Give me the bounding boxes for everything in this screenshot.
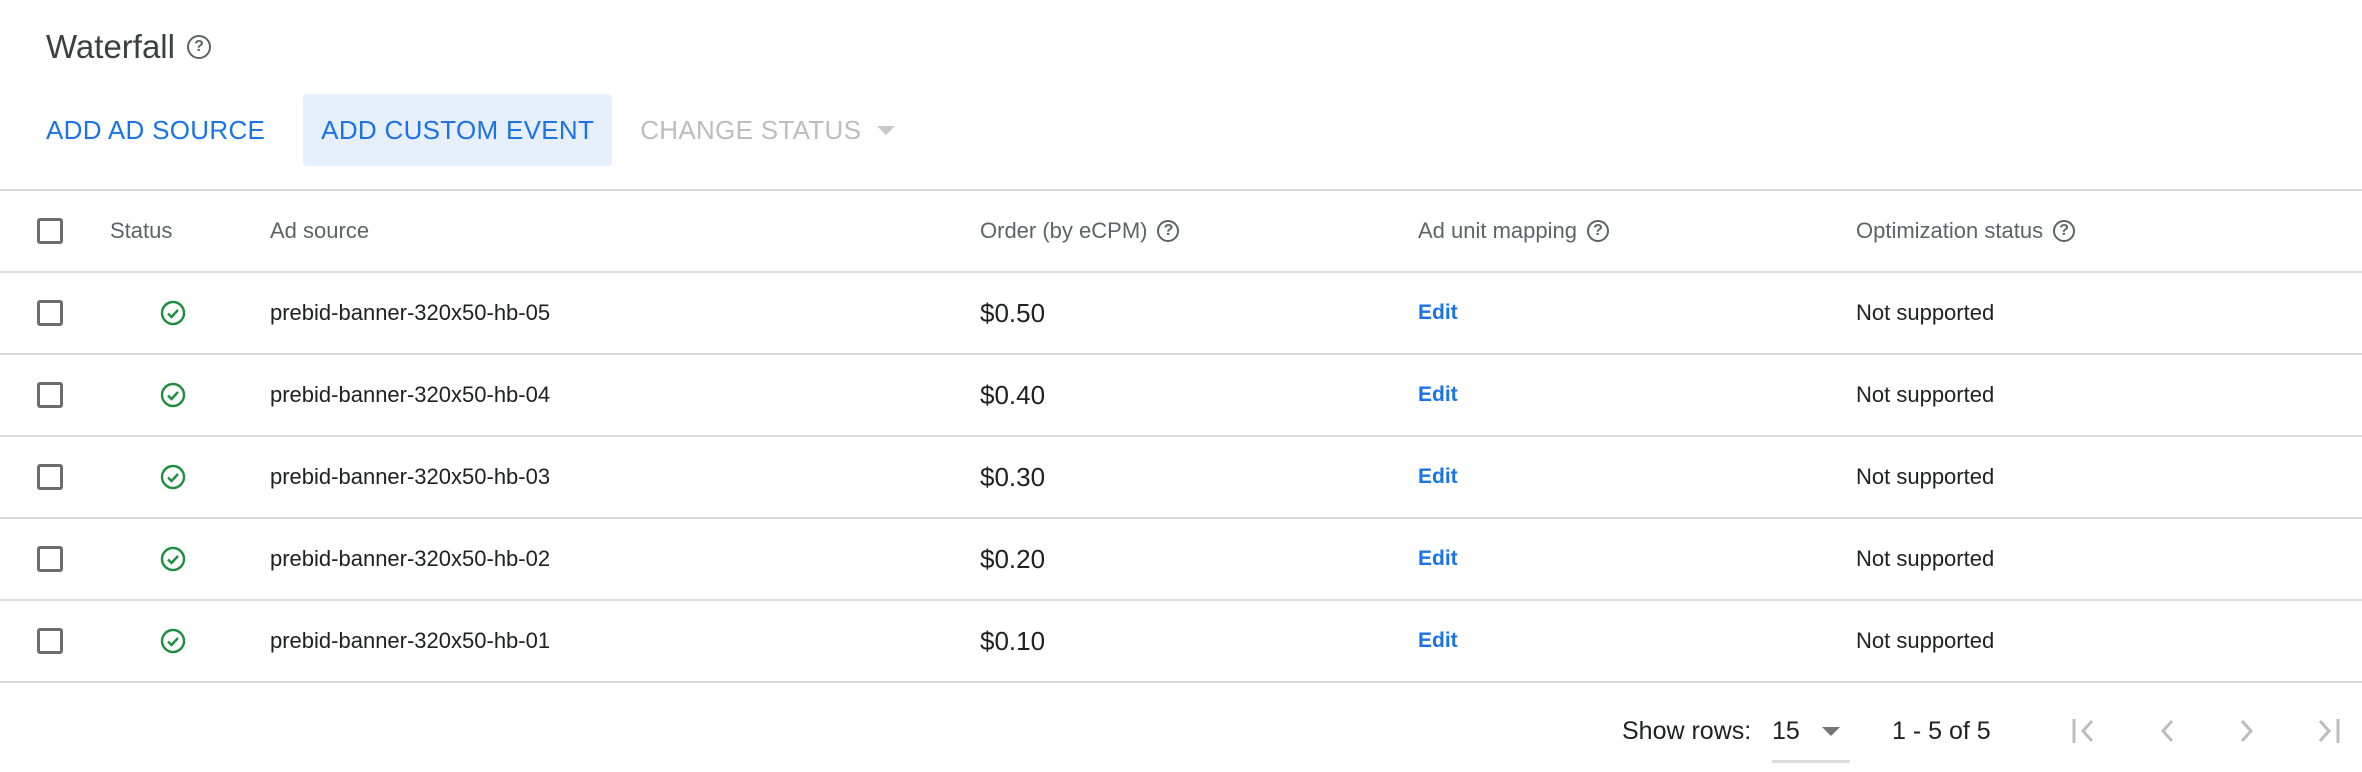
select-all-checkbox[interactable] <box>37 191 63 271</box>
divider <box>0 353 2362 355</box>
optimization-status: Not supported <box>1856 464 1995 489</box>
ad-source-name: prebid-banner-320x50-hb-05 <box>270 300 551 325</box>
page-range: 1 - 5 of 5 <box>1892 716 1991 745</box>
header-mapping-label: Ad unit mapping <box>1418 218 1577 243</box>
header-status[interactable]: Status <box>110 218 173 243</box>
change-status-button[interactable]: CHANGE STATUS <box>622 94 913 166</box>
ad-source-name: prebid-banner-320x50-hb-04 <box>270 382 551 407</box>
status-enabled-icon <box>160 273 186 353</box>
table-row: prebid-banner-320x50-hb-02 $0.20 Edit No… <box>0 519 2362 599</box>
add-ad-source-button[interactable]: ADD AD SOURCE <box>46 114 266 145</box>
help-icon[interactable]: ? <box>1157 220 1180 242</box>
status-enabled-icon <box>160 355 186 435</box>
pagination: Show rows: 15 1 - 5 of 5 <box>0 700 2362 762</box>
row-checkbox[interactable] <box>37 273 63 353</box>
ecpm-value: $0.40 <box>980 379 1046 410</box>
page-title: Waterfall ? <box>46 28 211 66</box>
row-checkbox[interactable] <box>37 519 63 599</box>
table-row: prebid-banner-320x50-hb-03 $0.30 Edit No… <box>0 437 2362 517</box>
chevron-down-icon <box>1821 726 1840 736</box>
page-title-text: Waterfall <box>46 28 175 65</box>
first-page-icon[interactable] <box>2070 716 2100 746</box>
table-row: prebid-banner-320x50-hb-04 $0.40 Edit No… <box>0 355 2362 435</box>
divider <box>0 599 2362 601</box>
edit-mapping-link[interactable]: Edit <box>1418 547 1458 570</box>
ecpm-value: $0.10 <box>980 625 1046 656</box>
table-header: Status Ad source Order (by eCPM)? Ad uni… <box>0 191 2362 271</box>
change-status-label: CHANGE STATUS <box>640 114 862 145</box>
optimization-status: Not supported <box>1856 300 1995 325</box>
row-checkbox[interactable] <box>37 355 63 435</box>
optimization-status: Not supported <box>1856 546 1995 571</box>
status-enabled-icon <box>160 601 186 681</box>
help-icon[interactable]: ? <box>2053 220 2076 242</box>
next-page-icon[interactable] <box>2232 716 2262 746</box>
status-enabled-icon <box>160 519 186 599</box>
previous-page-icon[interactable] <box>2152 716 2182 746</box>
last-page-icon[interactable] <box>2312 716 2342 746</box>
header-order-label: Order (by eCPM) <box>980 218 1148 243</box>
divider <box>0 189 2362 191</box>
row-checkbox[interactable] <box>37 601 63 681</box>
header-mapping[interactable]: Ad unit mapping? <box>1418 191 1609 271</box>
ecpm-value: $0.30 <box>980 461 1046 492</box>
toolbar: ADD AD SOURCE ADD CUSTOM EVENT CHANGE ST… <box>28 94 913 166</box>
table-row: prebid-banner-320x50-hb-01 $0.10 Edit No… <box>0 601 2362 681</box>
help-icon[interactable]: ? <box>186 35 211 59</box>
divider <box>0 681 2362 683</box>
edit-mapping-link[interactable]: Edit <box>1418 383 1458 406</box>
rows-per-page-value: 15 <box>1772 716 1800 745</box>
help-icon[interactable]: ? <box>1587 220 1609 242</box>
ad-source-name: prebid-banner-320x50-hb-01 <box>270 628 551 653</box>
add-custom-event-button[interactable]: ADD CUSTOM EVENT <box>303 94 613 166</box>
header-optimization[interactable]: Optimization status? <box>1856 191 2076 271</box>
status-enabled-icon <box>160 437 186 517</box>
optimization-status: Not supported <box>1856 382 1995 407</box>
header-order[interactable]: Order (by eCPM)? <box>980 191 1180 271</box>
row-checkbox[interactable] <box>37 437 63 517</box>
divider <box>0 435 2362 437</box>
ecpm-value: $0.20 <box>980 543 1046 574</box>
table-row: prebid-banner-320x50-hb-05 $0.50 Edit No… <box>0 273 2362 353</box>
ad-source-name: prebid-banner-320x50-hb-03 <box>270 464 551 489</box>
show-rows-label: Show rows: <box>1622 716 1752 745</box>
header-ad-source[interactable]: Ad source <box>270 218 370 243</box>
header-optimization-label: Optimization status <box>1856 218 2044 243</box>
optimization-status: Not supported <box>1856 628 1995 653</box>
divider <box>0 517 2362 519</box>
edit-mapping-link[interactable]: Edit <box>1418 301 1458 324</box>
chevron-down-icon <box>877 125 896 135</box>
edit-mapping-link[interactable]: Edit <box>1418 465 1458 488</box>
rows-per-page-select[interactable]: 15 <box>1772 700 1840 762</box>
ecpm-value: $0.50 <box>980 297 1046 328</box>
edit-mapping-link[interactable]: Edit <box>1418 629 1458 652</box>
select-underline <box>1772 760 1850 763</box>
ad-source-name: prebid-banner-320x50-hb-02 <box>270 546 551 571</box>
divider <box>0 271 2362 273</box>
